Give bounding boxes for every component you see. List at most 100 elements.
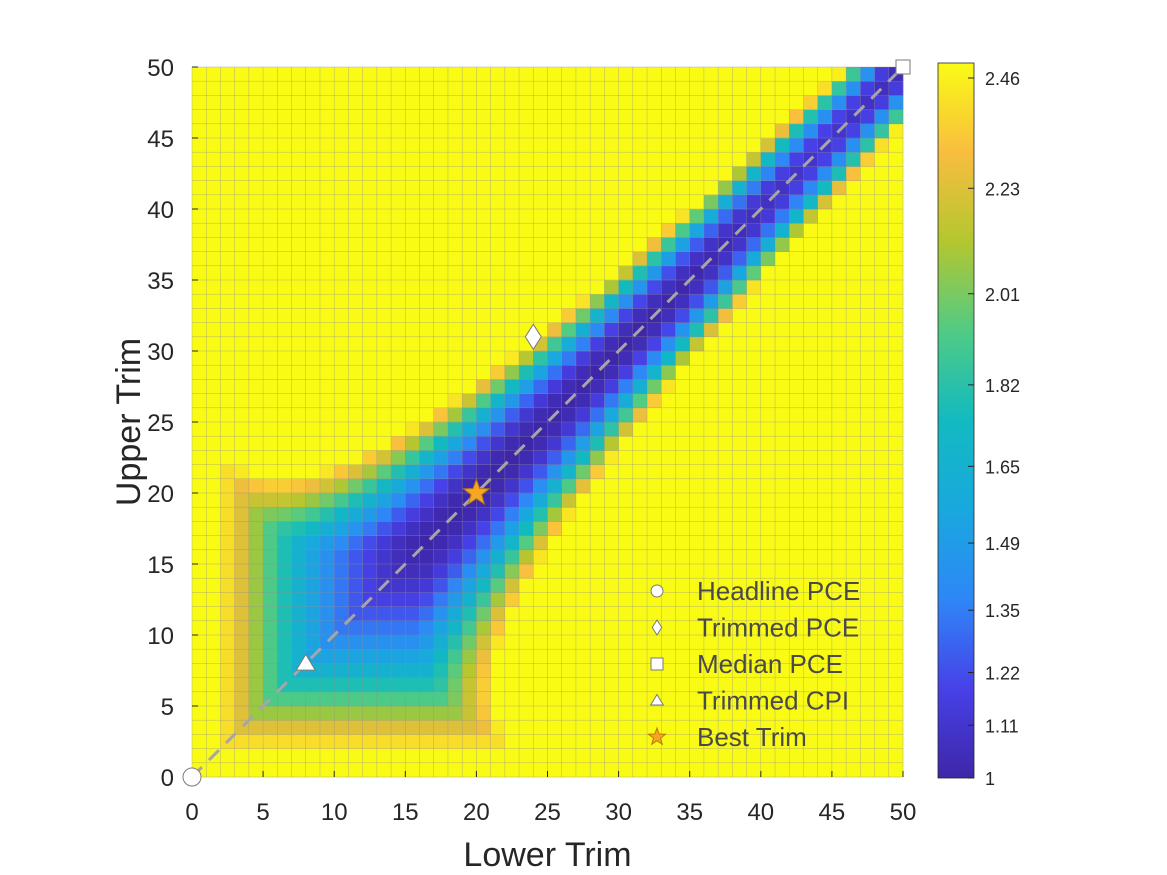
heatmap-cell [234, 294, 250, 309]
heatmap-cell [391, 322, 406, 338]
heatmap-cell [490, 265, 506, 281]
heatmap-cell [874, 123, 890, 139]
heatmap-cell [305, 194, 321, 210]
heatmap-cell [405, 521, 420, 536]
heatmap-cell [533, 123, 548, 139]
heatmap-cell [462, 635, 477, 650]
heatmap-cell [504, 81, 520, 96]
heatmap-cell [206, 762, 221, 778]
heatmap-cell [462, 180, 477, 196]
heatmap-cell [561, 81, 577, 96]
heatmap-cell [647, 478, 662, 494]
heatmap-cell [248, 436, 264, 451]
heatmap-cell [519, 365, 534, 380]
heatmap-cell [632, 379, 648, 394]
heatmap-cell [732, 123, 747, 139]
heatmap-cell [248, 521, 264, 536]
heatmap-cell [846, 720, 861, 735]
heatmap-cell [618, 450, 634, 465]
heatmap-cell [703, 95, 719, 110]
heatmap-cell [888, 734, 904, 749]
heatmap-cell [632, 237, 648, 252]
heatmap-cell [661, 649, 676, 664]
heatmap-cell [334, 81, 349, 96]
heatmap-cell [334, 478, 349, 494]
legend-entry-label: Trimmed CPI [697, 686, 849, 716]
heatmap-cell [632, 450, 648, 465]
heatmap-cell [746, 691, 762, 707]
heatmap-cell [817, 336, 833, 352]
heatmap-cell [490, 677, 506, 693]
heatmap-cell [192, 336, 207, 352]
heatmap-cell [319, 109, 335, 125]
heatmap-cell [305, 620, 321, 636]
heatmap-cell [319, 691, 335, 707]
heatmap-cell [575, 81, 591, 96]
heatmap-cell [462, 606, 477, 622]
heatmap-cell [248, 478, 264, 494]
heatmap-cell [305, 265, 321, 281]
heatmap-cell [277, 663, 292, 678]
heatmap-cell [590, 436, 605, 451]
heatmap-cell [647, 706, 662, 721]
heatmap-cell [234, 336, 250, 352]
heatmap-cell [689, 478, 705, 494]
heatmap-cell [675, 351, 690, 366]
heatmap-cell [888, 180, 904, 196]
heatmap-cell [263, 379, 278, 394]
heatmap-cell [732, 322, 747, 338]
heatmap-cell [618, 748, 634, 764]
heatmap-cell [291, 308, 307, 323]
heatmap-cell [476, 67, 491, 82]
heatmap-cell [391, 237, 406, 252]
heatmap-cell [419, 81, 435, 96]
heatmap-cell [405, 478, 420, 494]
heatmap-cell [305, 166, 321, 181]
heatmap-cell [376, 677, 392, 693]
heatmap-cell [632, 663, 648, 678]
heatmap-cell [391, 166, 406, 181]
heatmap-cell [703, 365, 719, 380]
heatmap-cell [632, 748, 648, 764]
heatmap-cell [362, 436, 378, 451]
heatmap-cell [419, 620, 435, 636]
heatmap-cell [220, 280, 235, 295]
heatmap-cell [405, 535, 420, 551]
heatmap-cell [817, 251, 833, 267]
heatmap-cell [519, 521, 534, 536]
heatmap-cell [362, 521, 378, 536]
heatmap-cell [746, 294, 762, 309]
heatmap-cell [632, 152, 648, 167]
heatmap-cell [391, 223, 406, 238]
heatmap-cell [362, 251, 378, 267]
heatmap-cell [547, 663, 563, 678]
heatmap-cell [462, 407, 477, 423]
heatmap-cell [831, 393, 847, 409]
heatmap-cell [419, 720, 435, 735]
heatmap-cell [504, 209, 520, 224]
heatmap-cell [433, 734, 449, 749]
heatmap-cell [632, 223, 648, 238]
heatmap-cell [703, 691, 719, 707]
heatmap-cell [462, 748, 477, 764]
heatmap-cell [334, 606, 349, 622]
heatmap-cell [206, 223, 221, 238]
heatmap-cell [817, 365, 833, 380]
heatmap-cell [860, 677, 875, 693]
heatmap-cell [305, 123, 321, 139]
heatmap-cell [675, 691, 690, 707]
heatmap-cell [590, 464, 605, 480]
heatmap-cell [675, 620, 690, 636]
heatmap-cell [618, 138, 634, 153]
heatmap-cell [547, 393, 563, 409]
heatmap-cell [391, 336, 406, 352]
heatmap-cell [732, 450, 747, 465]
heatmap-cell [590, 720, 605, 735]
heatmap-cell [447, 592, 463, 607]
heatmap-cell [703, 464, 719, 480]
heatmap-cell [533, 677, 548, 693]
heatmap-cell [675, 507, 690, 522]
heatmap-cell [618, 265, 634, 281]
heatmap-cell [561, 691, 577, 707]
heatmap-cell [831, 649, 847, 664]
